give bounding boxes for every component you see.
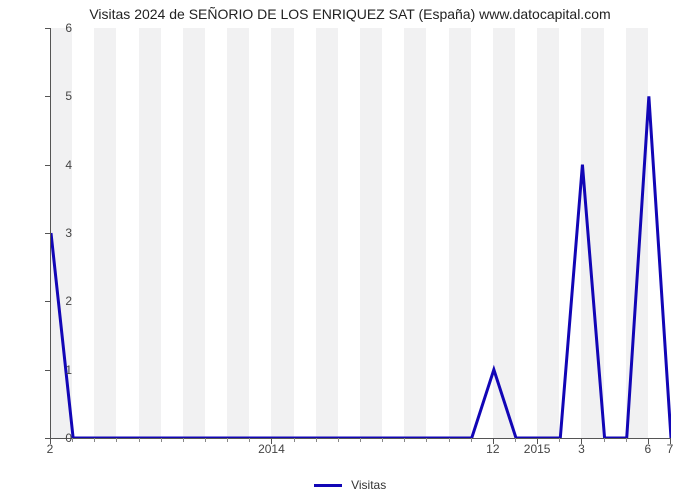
x-tick-minor bbox=[139, 438, 140, 442]
x-tick-minor bbox=[72, 438, 73, 442]
y-tick-label: 5 bbox=[52, 89, 72, 103]
x-tick-minor bbox=[316, 438, 317, 442]
chart-title: Visitas 2024 de SEÑORIO DE LOS ENRIQUEZ … bbox=[0, 6, 700, 22]
x-tick-label: 6 bbox=[645, 442, 652, 456]
y-tick-mark bbox=[45, 370, 50, 371]
x-tick-label: 2015 bbox=[524, 442, 551, 456]
legend-label: Visitas bbox=[351, 478, 386, 492]
x-tick-minor bbox=[294, 438, 295, 442]
x-tick-minor bbox=[205, 438, 206, 442]
x-tick-label: 7 bbox=[667, 442, 674, 456]
plot-area bbox=[50, 28, 671, 439]
x-tick-minor bbox=[360, 438, 361, 442]
x-tick-minor bbox=[382, 438, 383, 442]
x-tick-minor bbox=[338, 438, 339, 442]
x-tick-minor bbox=[116, 438, 117, 442]
x-tick-minor bbox=[183, 438, 184, 442]
y-tick-label: 0 bbox=[52, 431, 72, 445]
y-tick-label: 2 bbox=[52, 294, 72, 308]
y-tick-mark bbox=[45, 233, 50, 234]
y-tick-label: 3 bbox=[52, 226, 72, 240]
x-tick-minor bbox=[94, 438, 95, 442]
x-tick-minor bbox=[559, 438, 560, 442]
y-tick-label: 1 bbox=[52, 363, 72, 377]
y-tick-mark bbox=[45, 165, 50, 166]
y-tick-label: 4 bbox=[52, 158, 72, 172]
x-tick-minor bbox=[471, 438, 472, 442]
x-tick-label: 12 bbox=[486, 442, 499, 456]
legend-swatch bbox=[314, 484, 342, 487]
x-tick-minor bbox=[227, 438, 228, 442]
x-tick-minor bbox=[249, 438, 250, 442]
y-tick-mark bbox=[45, 28, 50, 29]
y-tick-label: 6 bbox=[52, 21, 72, 35]
line-series bbox=[51, 28, 671, 438]
x-tick-minor bbox=[449, 438, 450, 442]
x-tick-minor bbox=[161, 438, 162, 442]
y-tick-mark bbox=[45, 96, 50, 97]
chart-container: Visitas 2024 de SEÑORIO DE LOS ENRIQUEZ … bbox=[0, 0, 700, 500]
y-tick-mark bbox=[45, 301, 50, 302]
x-tick-label: 3 bbox=[578, 442, 585, 456]
x-tick-minor bbox=[426, 438, 427, 442]
x-tick-minor bbox=[626, 438, 627, 442]
x-tick-minor bbox=[404, 438, 405, 442]
x-tick-minor bbox=[604, 438, 605, 442]
x-tick-minor bbox=[515, 438, 516, 442]
x-tick-label: 2 bbox=[47, 442, 54, 456]
x-tick-label: 2014 bbox=[258, 442, 285, 456]
series-line bbox=[51, 96, 671, 438]
legend: Visitas bbox=[0, 477, 700, 492]
